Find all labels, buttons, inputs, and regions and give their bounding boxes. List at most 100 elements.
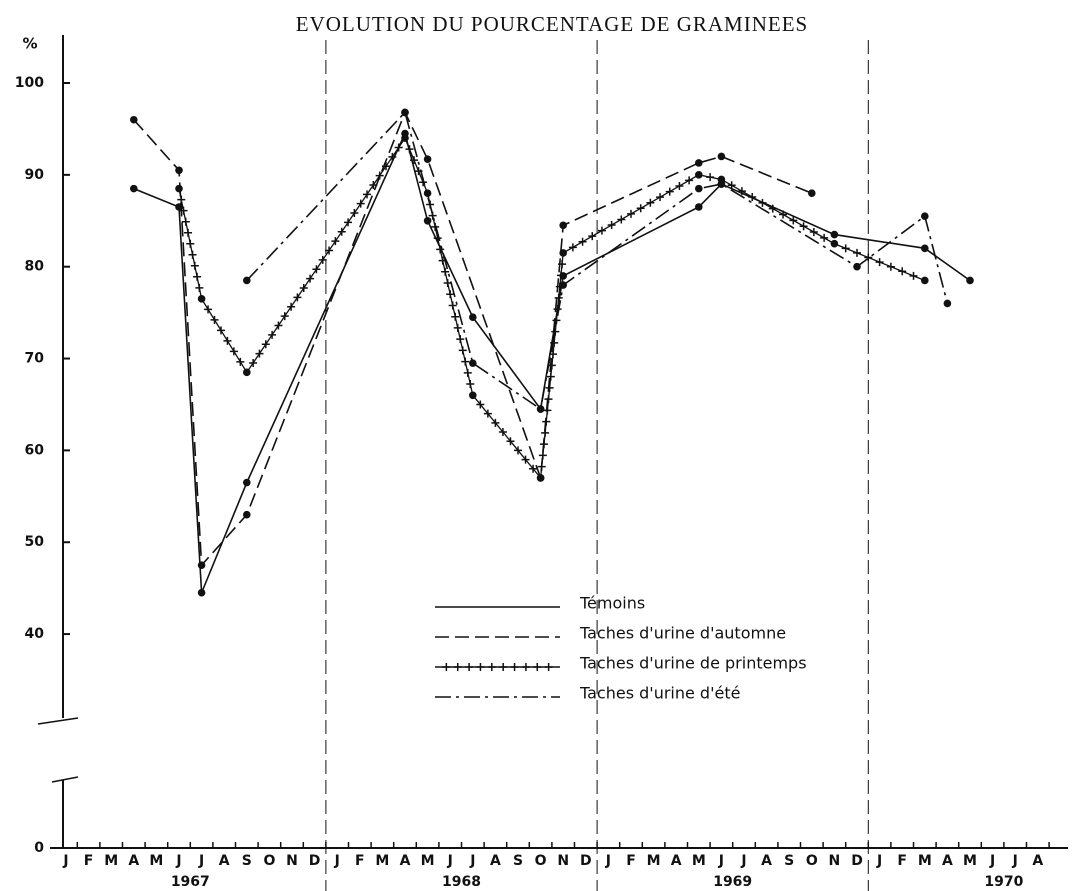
y-tick-label: 80 [25, 259, 45, 275]
data-point [921, 244, 929, 253]
data-point [808, 189, 816, 198]
x-tick-label: J [605, 853, 611, 869]
data-point [243, 276, 251, 285]
x-tick-label: A [1032, 853, 1043, 869]
data-point [401, 134, 409, 142]
x-tick-label: M [647, 853, 661, 869]
x-tick-label: S [242, 853, 252, 869]
data-point [130, 184, 138, 193]
x-tick-label: F [355, 853, 365, 869]
y-tick-label: 0 [34, 840, 44, 856]
year-label: 1970 [984, 874, 1023, 890]
x-tick-label: O [263, 853, 275, 869]
plus-markers [177, 143, 918, 473]
data-point [401, 108, 409, 117]
x-tick-label: J [62, 853, 68, 869]
data-point [423, 216, 432, 225]
data-point [469, 391, 477, 400]
x-tick-label: O [806, 853, 818, 869]
y-tick-label: 70 [25, 351, 45, 367]
data-point [243, 510, 251, 519]
x-tick-label: F [84, 853, 94, 869]
y-tick-label: 60 [25, 442, 45, 458]
x-tick-label: J [469, 853, 475, 869]
data-point [197, 588, 206, 597]
x-tick-label: N [286, 853, 298, 869]
y-tick-label: 50 [25, 534, 45, 550]
data-point [243, 368, 251, 377]
x-tick-label: M [149, 853, 163, 869]
data-point [695, 171, 703, 179]
data-point [469, 313, 477, 322]
x-tick-label: N [829, 853, 841, 869]
x-tick-label: S [513, 853, 523, 869]
data-point [830, 230, 839, 239]
data-point [536, 405, 545, 413]
x-tick-label: D [309, 853, 321, 869]
data-point [175, 184, 183, 193]
y-tick-label: 40 [25, 626, 45, 642]
data-point [423, 189, 432, 198]
data-point [536, 474, 545, 482]
x-tick-label: F [626, 853, 636, 869]
series-line [178, 136, 926, 480]
data-point [966, 276, 974, 285]
legend-label: Taches d'urine de printemps [579, 654, 807, 673]
data-point [559, 281, 567, 289]
x-tick-label: A [400, 853, 411, 869]
legend-plus [442, 663, 553, 671]
series-line [133, 131, 971, 594]
x-tick-label: J [989, 853, 995, 869]
x-tick-label: M [963, 853, 977, 869]
x-tick-label: D [851, 853, 863, 869]
x-tick-label: M [104, 853, 118, 869]
chart-title: EVOLUTION DU POURCENTAGE DE GRAMINEES [296, 12, 808, 36]
data-point [197, 561, 206, 569]
x-tick-label: O [535, 853, 547, 869]
x-tick-label: M [421, 853, 435, 869]
y-tick-label: 100 [15, 75, 44, 91]
x-tick-label: A [942, 853, 953, 869]
x-tick-label: M [375, 853, 389, 869]
data-point [695, 159, 703, 167]
data-point [423, 155, 432, 164]
legend-label: Taches d'urine d'automne [579, 624, 786, 643]
x-tick-label: J [175, 853, 181, 869]
data-point [943, 299, 952, 308]
x-tick-label: M [918, 853, 932, 869]
data-point [559, 221, 567, 230]
x-tick-label: D [580, 853, 592, 869]
data-point [197, 295, 206, 303]
data-point [469, 359, 477, 367]
data-point [695, 184, 703, 193]
data-point [921, 276, 929, 285]
legend-label: Taches d'urine d'été [579, 684, 740, 703]
x-tick-label: S [784, 853, 794, 869]
x-tick-label: J [447, 853, 453, 869]
x-tick-label: J [1012, 853, 1018, 869]
x-tick-label: A [671, 853, 682, 869]
x-tick-label: J [198, 853, 204, 869]
x-tick-label: J [876, 853, 882, 869]
data-point [717, 180, 726, 188]
x-tick-label: A [128, 853, 139, 869]
legend-label: Témoins [579, 594, 645, 613]
data-point [853, 262, 861, 271]
x-tick-label: J [740, 853, 746, 869]
x-tick-label: J [334, 853, 340, 869]
x-tick-label: A [761, 853, 772, 869]
data-point [717, 152, 726, 161]
axis-break [37, 717, 79, 783]
data-point [175, 166, 183, 175]
year-label: 1967 [171, 874, 210, 890]
x-tick-label: J [718, 853, 724, 869]
x-tick-label: A [219, 853, 230, 869]
series-line [246, 110, 949, 411]
data-point [921, 212, 929, 220]
year-label: 1969 [713, 874, 752, 890]
data-point [695, 203, 703, 211]
x-tick-label: F [897, 853, 907, 869]
data-point [559, 249, 567, 257]
y-axis-label: % [22, 35, 37, 53]
